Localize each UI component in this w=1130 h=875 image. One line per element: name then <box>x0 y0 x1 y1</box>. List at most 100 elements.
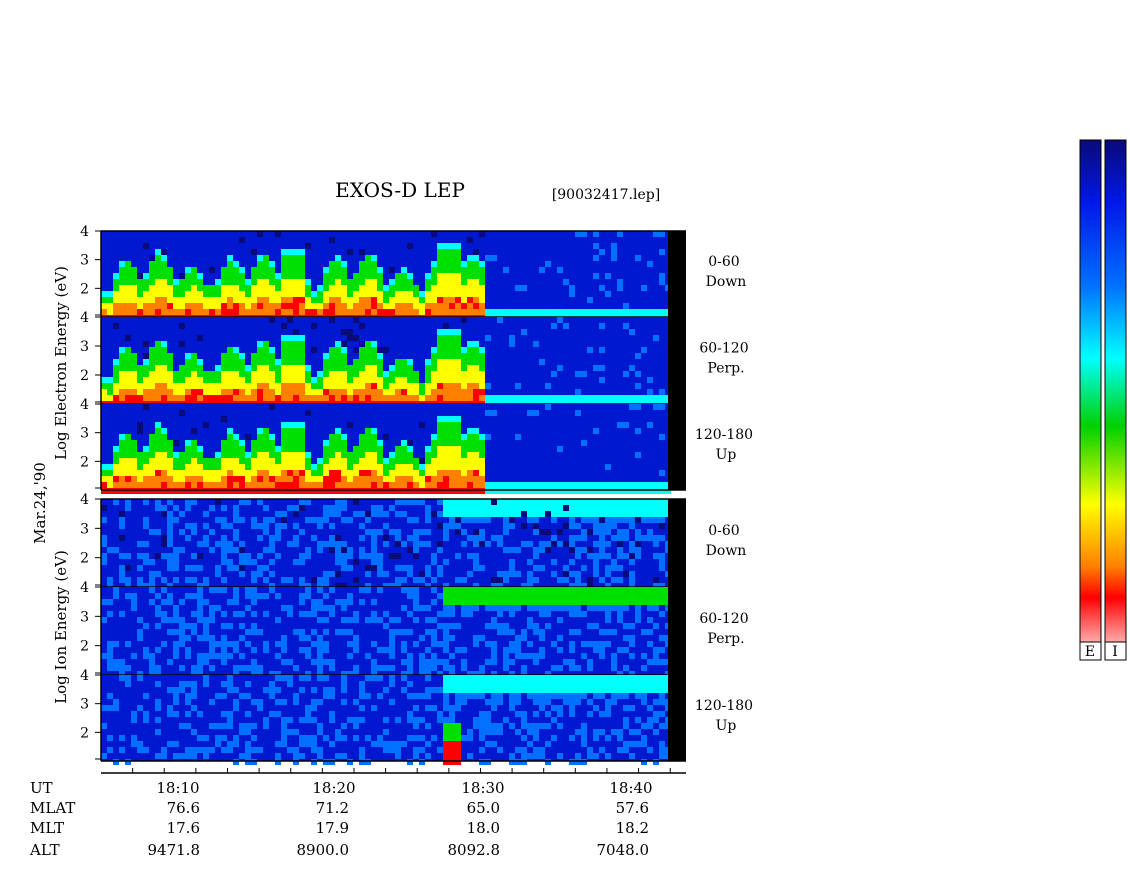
heat-cell <box>419 717 425 723</box>
heat-cell <box>425 659 431 665</box>
heat-cell <box>359 297 365 303</box>
heat-cell <box>485 623 491 629</box>
heat-cell <box>245 488 251 494</box>
heat-cell <box>413 309 419 315</box>
heat-cell <box>329 359 335 365</box>
heat-cell <box>293 428 299 434</box>
heat-cell <box>455 587 461 593</box>
heat-cell <box>197 297 203 303</box>
heat-cell <box>287 297 293 303</box>
heat-cell <box>443 635 449 641</box>
heat-cell <box>575 371 581 377</box>
heat-cell <box>635 605 641 611</box>
heat-cell <box>461 541 467 547</box>
heat-cell <box>125 482 131 488</box>
heat-cell <box>635 511 641 517</box>
heat-cell <box>497 482 503 488</box>
heat-cell <box>413 517 419 523</box>
heat-cell <box>383 389 389 395</box>
heat-cell <box>143 482 149 488</box>
heat-cell <box>101 617 107 623</box>
heat-cell <box>311 759 317 765</box>
heat-cell <box>305 741 311 747</box>
heat-cell <box>617 529 623 535</box>
y-tick-label: 3 <box>80 609 89 625</box>
heat-cell <box>365 617 371 623</box>
heat-cell <box>659 599 665 605</box>
heat-cell <box>641 681 647 687</box>
heat-cell <box>551 505 557 511</box>
heat-cell <box>359 482 365 488</box>
heat-cell <box>239 611 245 617</box>
heat-cell <box>347 482 353 488</box>
heat-cell <box>653 653 659 659</box>
heat-cell <box>635 717 641 723</box>
heat-cell <box>263 505 269 511</box>
heat-cell <box>599 681 605 687</box>
heat-cell <box>113 303 119 309</box>
heat-cell <box>443 395 449 401</box>
heat-cell <box>515 635 521 641</box>
heat-cell <box>119 470 125 476</box>
heat-cell <box>125 297 131 303</box>
heat-cell <box>353 641 359 647</box>
heat-cell <box>425 583 431 589</box>
heat-cell <box>401 476 407 482</box>
heat-cell <box>383 371 389 377</box>
heat-cell <box>167 371 173 377</box>
heat-cell <box>281 341 287 347</box>
heat-cell <box>377 309 383 315</box>
heat-cell <box>335 347 341 353</box>
heat-cell <box>323 675 329 681</box>
heat-cell <box>209 303 215 309</box>
heat-cell <box>119 565 125 571</box>
heat-cell <box>449 665 455 671</box>
heat-cell <box>245 285 251 291</box>
heat-cell <box>299 440 305 446</box>
heat-cell <box>491 653 497 659</box>
heat-cell <box>545 587 551 593</box>
heat-cell <box>125 309 131 315</box>
heat-cell <box>191 681 197 687</box>
heat-cell <box>545 611 551 617</box>
heat-cell <box>323 365 329 371</box>
heat-cell <box>113 641 119 647</box>
heat-cell <box>437 353 443 359</box>
heat-cell <box>449 255 455 261</box>
heat-cell <box>245 303 251 309</box>
heat-cell <box>359 395 365 401</box>
heat-cell <box>479 309 485 315</box>
heat-cell <box>161 464 167 470</box>
heat-cell <box>413 693 419 699</box>
heat-cell <box>653 717 659 723</box>
heat-cell <box>161 285 167 291</box>
heat-cell <box>551 511 557 517</box>
heat-cell <box>275 593 281 599</box>
heat-cell <box>503 623 509 629</box>
heat-cell <box>605 571 611 577</box>
heat-cell <box>155 452 161 458</box>
heat-cell <box>653 499 659 505</box>
heat-cell <box>419 482 425 488</box>
heat-cell <box>467 371 473 377</box>
heat-cell <box>635 404 641 410</box>
heat-cell <box>605 517 611 523</box>
heat-cell <box>575 753 581 759</box>
heat-cell <box>269 365 275 371</box>
heat-cell <box>239 452 245 458</box>
heat-cell <box>353 617 359 623</box>
heat-cell <box>227 279 233 285</box>
heat-cell <box>455 735 461 741</box>
heat-cell <box>383 729 389 735</box>
heat-cell <box>101 297 107 303</box>
heat-cell <box>437 671 443 677</box>
heat-cell <box>383 383 389 389</box>
heat-cell <box>479 231 485 237</box>
heat-cell <box>143 452 149 458</box>
heat-cell <box>479 681 485 687</box>
heat-cell <box>623 723 629 729</box>
heat-cell <box>443 523 449 529</box>
heat-cell <box>467 347 473 353</box>
heat-cell <box>287 482 293 488</box>
